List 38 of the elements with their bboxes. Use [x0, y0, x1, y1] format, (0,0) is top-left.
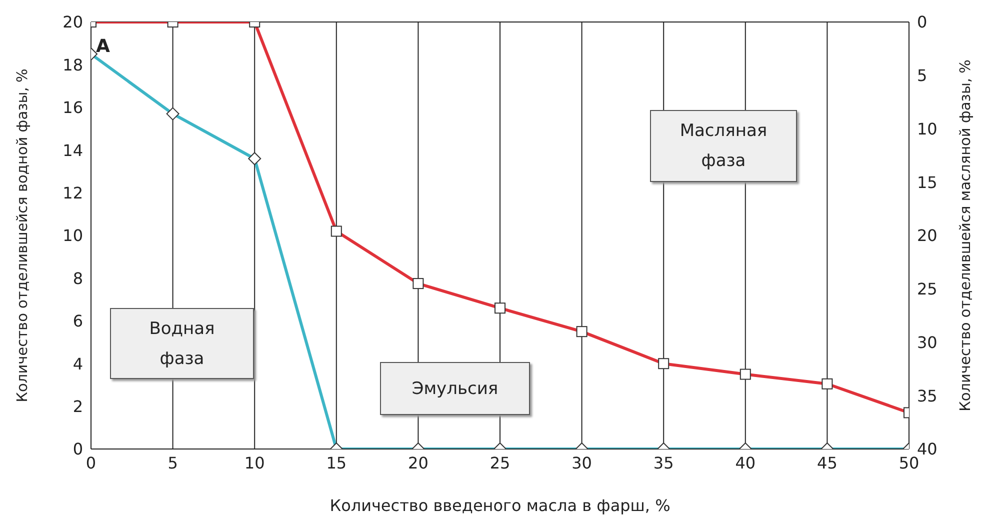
x-axis-title: Количество введеного масла в фарш, %: [330, 496, 670, 515]
note-box: Водная фаза: [110, 308, 254, 379]
y-tick-label: 2: [72, 396, 83, 416]
y2-tick-label: 0: [917, 12, 928, 32]
y-tick-label: 16: [62, 98, 83, 118]
x-tick-label: 5: [168, 453, 178, 472]
note-box: Эмульсия: [380, 362, 530, 415]
y2-tick-label: 35: [917, 386, 938, 406]
x-tick-label: 40: [735, 453, 756, 472]
y2-tick-label: 20: [917, 226, 938, 246]
y-tick-label: 8: [72, 268, 83, 288]
x-tick-label: 45: [817, 453, 838, 472]
y-tick-label: 12: [62, 183, 83, 202]
y2-axis-title: Количество отделившейся масляной фазы, %: [958, 60, 974, 412]
x-tick-label: 25: [490, 453, 510, 472]
x-tick-label: 0: [86, 453, 96, 472]
y-tick-label: 18: [62, 55, 83, 74]
y-tick-label: 6: [72, 312, 83, 331]
y-tick-label: 10: [62, 226, 83, 246]
y2-tick-label: 10: [917, 119, 938, 138]
y-tick-label: 0: [72, 440, 83, 459]
y2-tick-label: 30: [917, 332, 938, 352]
y2-tick-label: 15: [917, 172, 938, 192]
x-tick-label: 35: [653, 453, 674, 472]
x-tick-label: 15: [326, 453, 347, 472]
y2-tick-label: 40: [917, 440, 938, 459]
y-tick-label: 14: [62, 140, 83, 160]
x-tick-label: 50: [898, 453, 920, 472]
y-tick-label: 20: [62, 12, 83, 32]
note-box: Масляная фаза: [650, 110, 797, 182]
x-tick-label: 20: [408, 453, 428, 472]
y2-tick-label: 25: [917, 280, 938, 299]
annotation: A: [96, 35, 110, 59]
x-tick-label: 10: [244, 453, 265, 472]
y2-tick-label: 5: [917, 66, 928, 86]
y-tick-label: 4: [72, 354, 83, 374]
y-axis-title: Количество отделившейся водной фазы, %: [15, 68, 32, 402]
x-tick-label: 30: [572, 453, 592, 472]
